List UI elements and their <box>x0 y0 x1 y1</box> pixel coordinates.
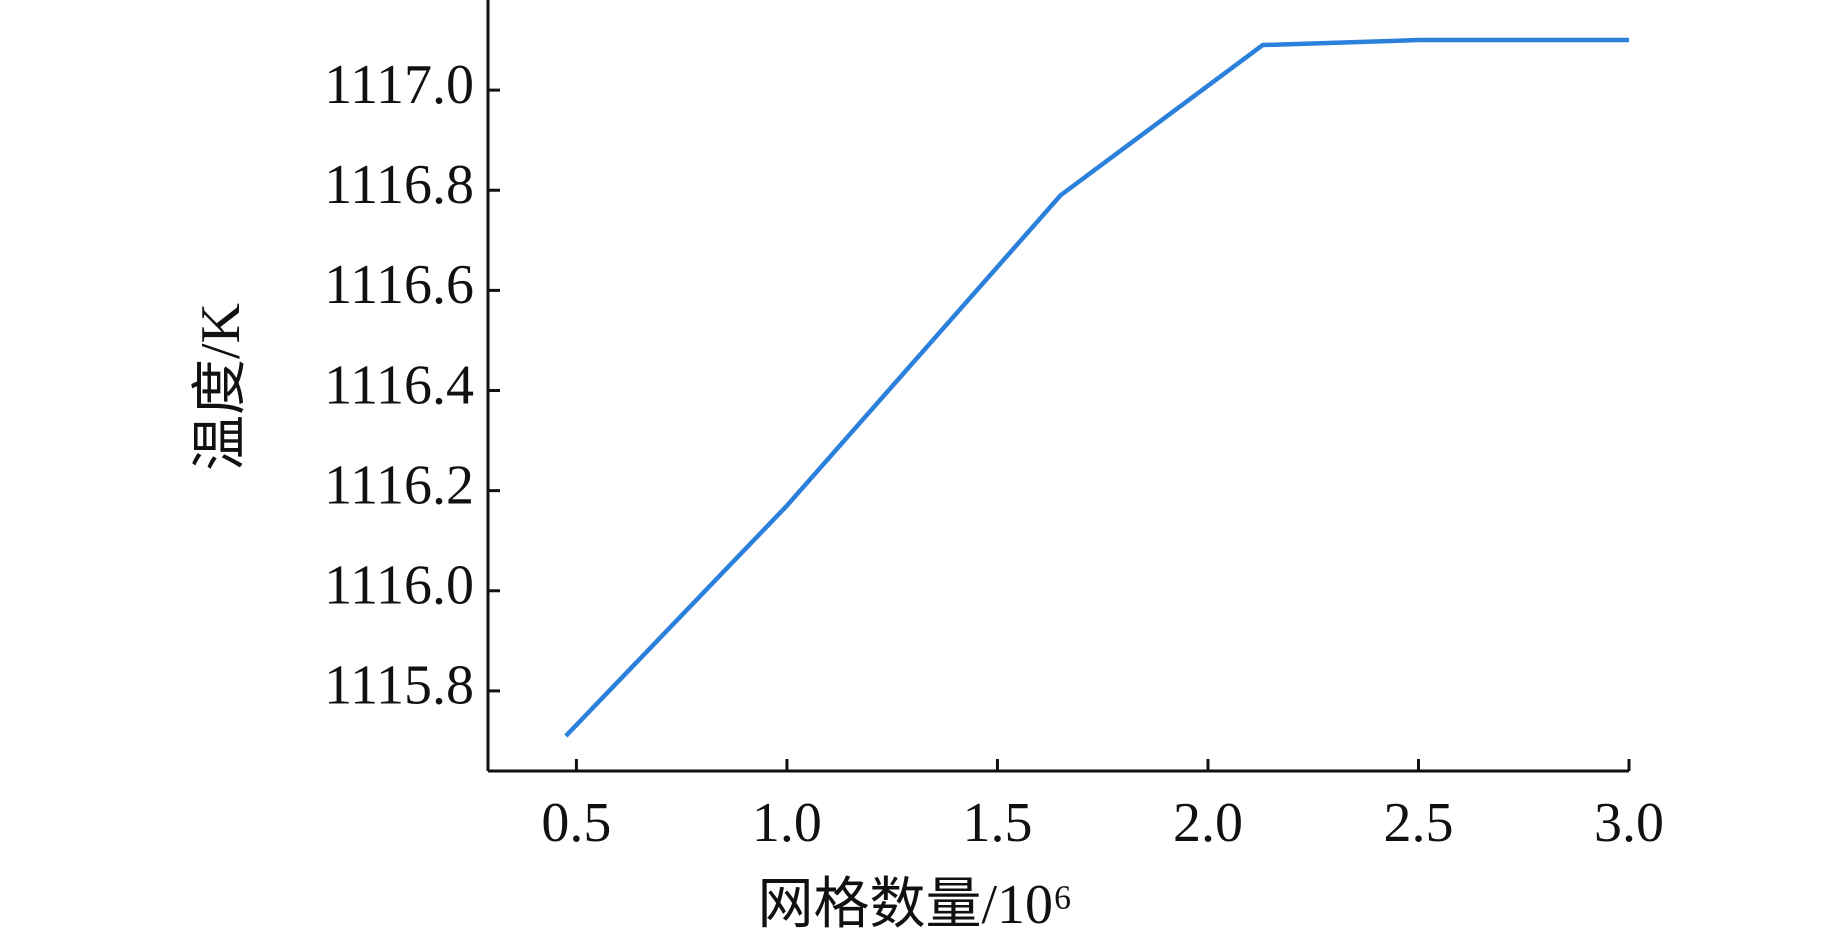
x-tick-label: 0.5 <box>541 792 611 854</box>
y-tick-label: 1116.6 <box>324 254 474 316</box>
x-tick-label: 3.0 <box>1594 792 1664 854</box>
y-tick-label: 1116.4 <box>324 354 474 416</box>
y-tick-label: 1115.8 <box>324 655 474 717</box>
x-tick-label: 2.0 <box>1173 792 1243 854</box>
y-axis-label: 温度/K <box>190 303 252 471</box>
x-tick-label: 1.5 <box>962 792 1032 854</box>
y-tick-label: 1116.2 <box>324 454 474 516</box>
x-axis-label: 网格数量/10⁶ <box>757 874 1072 936</box>
y-tick-label: 1117.0 <box>324 54 474 116</box>
x-tick-label: 1.0 <box>752 792 822 854</box>
x-tick-label: 2.5 <box>1383 792 1453 854</box>
y-tick-label: 1116.8 <box>324 154 474 216</box>
data-line <box>564 37 1629 738</box>
y-tick-label: 1116.0 <box>324 555 474 617</box>
